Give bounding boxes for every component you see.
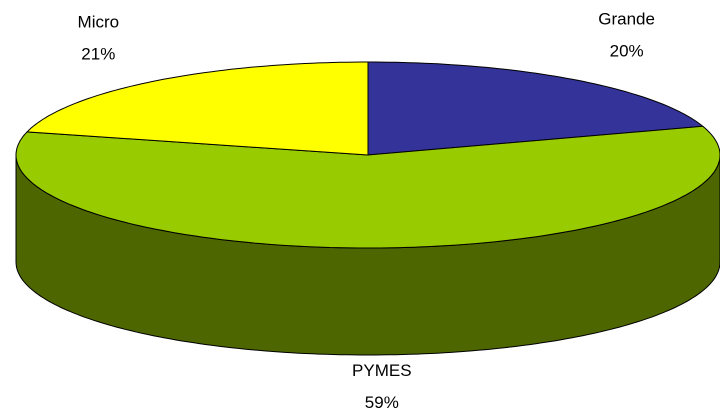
slice-value-label: 21% [81, 44, 115, 63]
slice-value-label: 59% [365, 393, 399, 412]
pie-slice [367, 61, 705, 156]
pie-slice [15, 125, 720, 249]
slice-label: Grande [598, 10, 655, 29]
pie-slice [25, 61, 369, 156]
slice-value-label: 20% [610, 42, 644, 61]
slice-label: Micro [78, 12, 120, 31]
slice-label: PYMES [352, 361, 412, 380]
